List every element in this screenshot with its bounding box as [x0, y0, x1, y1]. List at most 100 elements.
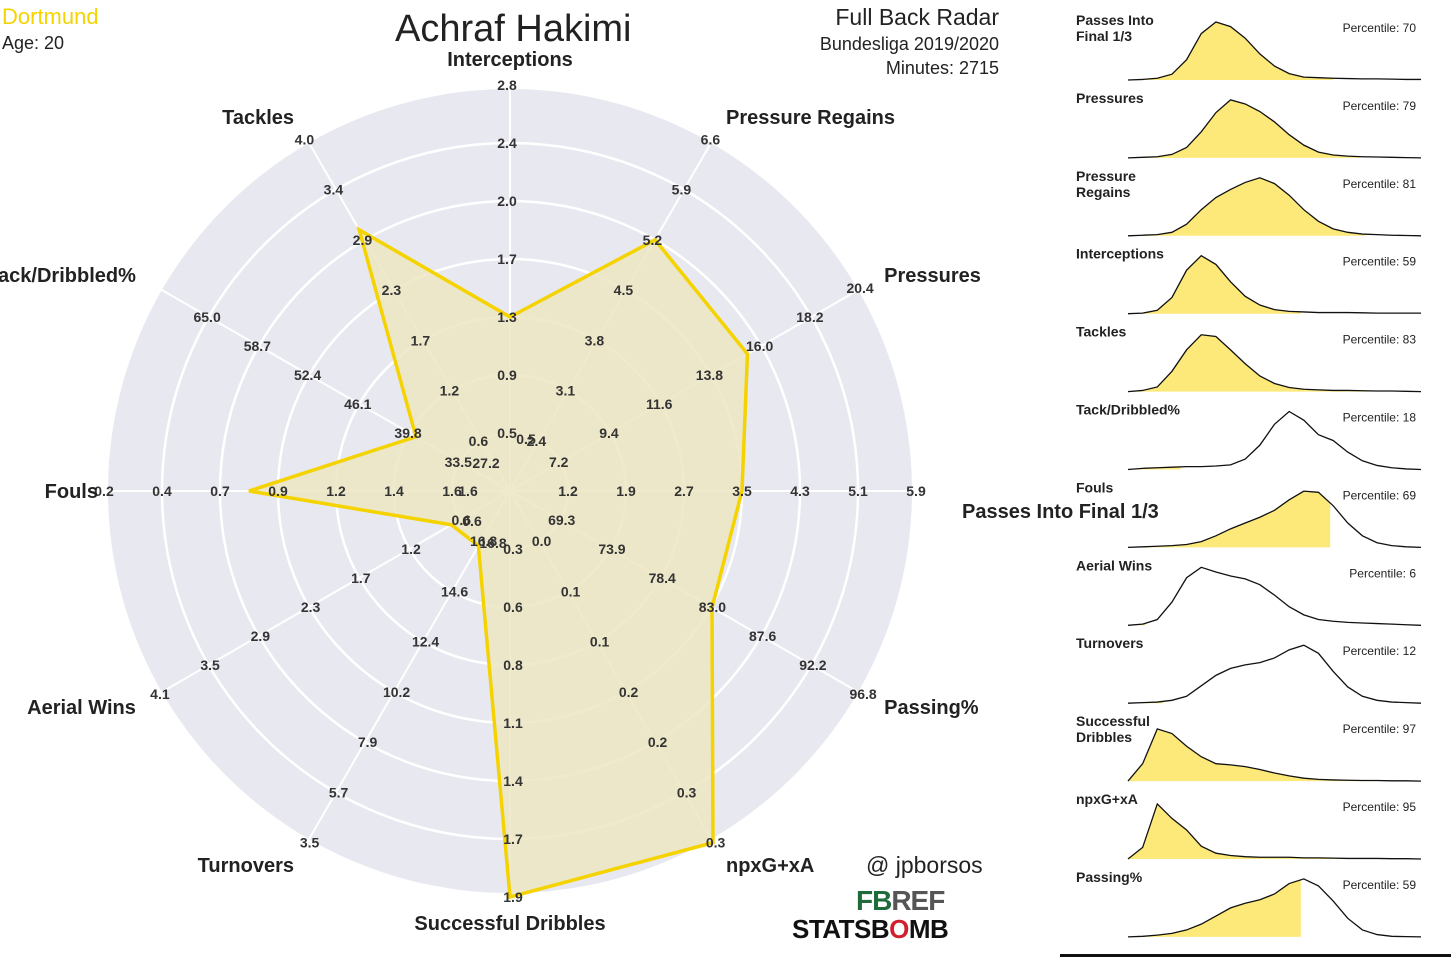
author-credit: @ jpborsos — [866, 852, 983, 878]
tick-label: 12.4 — [412, 634, 439, 650]
tick-label: 0.3 — [677, 784, 697, 800]
density-curve — [1127, 644, 1422, 704]
tick-label: 0.4 — [152, 483, 172, 499]
tick-label: 1.7 — [351, 570, 371, 586]
tick-label: 16.8 — [479, 535, 506, 551]
percentile-fill — [1128, 728, 1413, 782]
axis-label: Fouls — [45, 481, 98, 503]
tick-label: 0.5 — [497, 425, 517, 441]
axis-label: Passes Into Final 1/3 — [962, 501, 1159, 523]
radar-group: 0.5 0.9 1.3 1.7 2.0 2.4 2.8 2.4 3.1 3.8 4.5 5.2 5.9 6… — [0, 49, 1159, 935]
player-name: Achraf Hakimi — [395, 8, 632, 50]
percentile-fill — [1128, 99, 1360, 158]
axis-label: Interceptions — [447, 49, 573, 71]
tick-label: 0.3 — [503, 541, 523, 557]
distribution-panel: Passing% Percentile: 59 — [1076, 869, 1422, 938]
tick-label: 1.2 — [401, 541, 421, 557]
tick-label: 0.0 — [532, 533, 552, 549]
tick-label: 2.7 — [674, 483, 694, 499]
axis-label: Successful Dribbles — [414, 913, 605, 935]
density-curve — [1127, 878, 1422, 938]
tick-label: 0.1 — [561, 583, 581, 599]
distribution-label: Pressure Regains — [1076, 168, 1136, 200]
percentile-fill — [1128, 255, 1301, 314]
percentile-label: Percentile: 81 — [1343, 177, 1417, 191]
percentile-label: Percentile: 70 — [1343, 21, 1417, 35]
tick-label: 10.2 — [383, 684, 410, 700]
tick-label: 3.4 — [324, 182, 344, 198]
competition-label: Bundesliga 2019/2020 — [819, 34, 999, 54]
tick-label: 4.1 — [150, 686, 170, 702]
tick-label: 3.8 — [585, 332, 605, 348]
panel-baseline — [1060, 954, 1451, 957]
percentile-label: Percentile: 6 — [1349, 566, 1416, 580]
tick-label: 1.2 — [558, 483, 578, 499]
tick-label: 0.6 — [452, 512, 472, 528]
tick-label: 69.3 — [548, 512, 575, 528]
tick-label: 1.9 — [616, 483, 636, 499]
tick-label: 0.6 — [503, 599, 523, 615]
minutes-label: Minutes: 2715 — [885, 58, 999, 78]
tick-label: 5.7 — [329, 784, 349, 800]
distribution-panel: Turnovers Percentile: 12 — [1076, 635, 1422, 704]
radar-spoke — [308, 490, 511, 840]
fbref-logo: FBREF — [856, 885, 945, 916]
distribution-label: Tack/Dribbled% — [1076, 402, 1181, 418]
tick-label: 39.8 — [394, 425, 421, 441]
distribution-panel: Pressures Percentile: 79 — [1076, 90, 1422, 159]
tick-label: 58.7 — [244, 338, 271, 354]
tick-label: 1.1 — [503, 715, 523, 731]
tick-label: 0.2 — [94, 483, 114, 499]
density-curve — [1127, 490, 1422, 549]
tick-label: 0.5 — [516, 431, 536, 447]
distribution-panel: Passes Into Final 1/3 Percentile: 70 — [1076, 12, 1421, 81]
density-curve — [1127, 177, 1422, 237]
axis-label: Passing% — [884, 697, 979, 719]
percentile-fill — [1128, 22, 1334, 80]
axis-label: Aerial Wins — [27, 697, 136, 719]
density-curve — [1127, 728, 1422, 782]
tick-label: 2.3 — [301, 599, 321, 615]
tick-label: 0.2 — [619, 684, 639, 700]
axis-label: Pressure Regains — [726, 107, 895, 129]
player-polygon — [248, 226, 750, 900]
distribution-label: Tackles — [1076, 324, 1127, 340]
tick-label: 0.1 — [590, 634, 610, 650]
tick-label: 1.7 — [497, 251, 517, 267]
percentile-fill — [1128, 879, 1301, 937]
tick-label: 4.3 — [790, 483, 810, 499]
tick-label: 1.2 — [326, 483, 346, 499]
axis-label: Pressures — [884, 265, 981, 287]
tick-label: 14.6 — [441, 583, 468, 599]
tick-label: 1.3 — [497, 309, 517, 325]
tick-label: 0.6 — [462, 513, 482, 529]
tick-label: 13.8 — [696, 367, 723, 383]
tick-label: 87.6 — [749, 628, 776, 644]
tick-label: 1.6 — [442, 483, 462, 499]
distribution-label: Passes Into Final 1/3 — [1076, 12, 1154, 44]
tick-label: 18.2 — [796, 309, 823, 325]
distribution-label: Pressures — [1076, 90, 1144, 106]
tick-label: 3.1 — [556, 383, 576, 399]
team-label: Dortmund — [2, 4, 99, 29]
tick-label: 5.9 — [672, 182, 692, 198]
axis-label: Turnovers — [198, 855, 294, 877]
tick-label: 20.4 — [846, 280, 873, 296]
tick-label: 2.9 — [251, 628, 271, 644]
tick-label: 0.2 — [648, 734, 668, 750]
tick-label: 2.3 — [382, 282, 402, 298]
distribution-panel: Interceptions Percentile: 59 — [1076, 246, 1421, 315]
distribution-label: Aerial Wins — [1076, 557, 1152, 573]
percentile-label: Percentile: 79 — [1343, 99, 1417, 113]
percentile-label: Percentile: 59 — [1343, 255, 1417, 269]
percentile-label: Percentile: 12 — [1343, 644, 1417, 658]
tick-label: 92.2 — [799, 657, 826, 673]
tick-label: 1.9 — [503, 889, 523, 905]
axis-label: npxG+xA — [726, 855, 814, 877]
percentile-label: Percentile: 59 — [1343, 878, 1417, 892]
distribution-label: Passing% — [1076, 869, 1143, 885]
distribution-panel: Pressure Regains Percentile: 81 — [1076, 168, 1422, 237]
tick-label: 83.0 — [699, 599, 726, 615]
percentile-label: Percentile: 18 — [1343, 411, 1417, 425]
percentile-label: Percentile: 83 — [1343, 333, 1417, 347]
